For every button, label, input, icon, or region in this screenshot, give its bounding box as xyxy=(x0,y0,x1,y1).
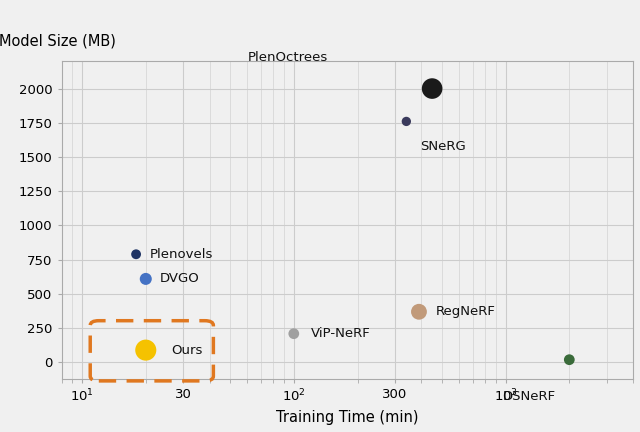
Text: DVGO: DVGO xyxy=(159,273,200,286)
Point xyxy=(401,118,412,125)
Text: Plenovels: Plenovels xyxy=(150,248,213,261)
Point xyxy=(564,356,575,363)
Text: PlenOctrees: PlenOctrees xyxy=(248,51,328,64)
Text: ViP-NeRF: ViP-NeRF xyxy=(310,327,370,340)
Point xyxy=(414,308,424,315)
Point xyxy=(289,330,299,337)
Text: RegNeRF: RegNeRF xyxy=(436,305,495,318)
Point xyxy=(141,346,151,353)
Text: SNeRG: SNeRG xyxy=(420,140,466,153)
X-axis label: Training Time (min): Training Time (min) xyxy=(276,410,419,425)
Point xyxy=(141,276,151,283)
Text: Ours: Ours xyxy=(171,343,202,356)
Point xyxy=(131,251,141,258)
Text: DSNeRF: DSNeRF xyxy=(502,390,556,403)
Text: Model Size (MB): Model Size (MB) xyxy=(0,33,115,48)
Point xyxy=(427,85,437,92)
